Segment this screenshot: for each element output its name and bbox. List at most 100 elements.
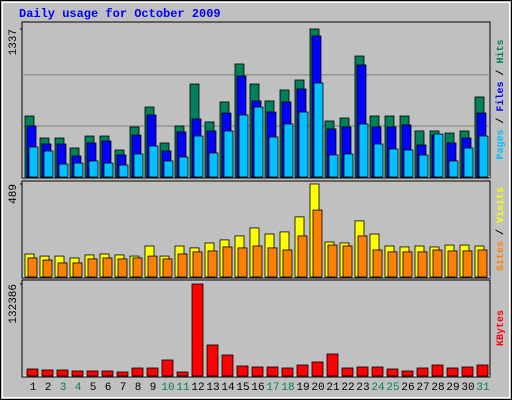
bar: [328, 154, 339, 178]
bar: [326, 353, 339, 377]
bar: [342, 245, 353, 278]
bar: [266, 366, 279, 377]
bar: [401, 370, 414, 377]
x-tick-label: 28: [431, 382, 444, 394]
bar: [236, 365, 249, 377]
bar: [418, 154, 429, 178]
bar: [237, 247, 248, 278]
bar: [283, 123, 294, 178]
x-tick-label: 6: [105, 382, 112, 394]
bar: [281, 367, 294, 377]
bar: [176, 371, 189, 377]
legend-label: Files: [495, 81, 507, 111]
x-tick-label: 25: [386, 382, 399, 394]
bar: [26, 368, 39, 377]
bar: [371, 366, 384, 377]
bar: [252, 245, 263, 278]
bar: [267, 247, 278, 278]
bar: [163, 160, 174, 178]
x-tick-label: 16: [251, 382, 264, 394]
bar: [88, 160, 99, 178]
x-tick-label: 3: [60, 382, 67, 394]
legend-separator: /: [495, 223, 507, 241]
bar: [416, 367, 429, 377]
bar: [311, 361, 324, 377]
bar: [327, 244, 338, 278]
x-tick-label: 26: [401, 382, 414, 394]
bar: [431, 364, 444, 377]
bar: [57, 262, 68, 278]
x-tick-label: 24: [371, 382, 385, 394]
bar: [403, 149, 414, 178]
bar: [161, 359, 174, 377]
bar: [43, 150, 54, 178]
bar: [71, 370, 84, 377]
bar: [386, 368, 399, 377]
bar: [297, 235, 308, 278]
bar: [447, 250, 458, 278]
x-tick-label: 7: [120, 382, 127, 394]
bar: [268, 136, 279, 178]
x-tick-label: 9: [150, 382, 157, 394]
bar: [448, 160, 459, 178]
bar: [147, 255, 158, 278]
bar: [42, 259, 53, 278]
bar: [116, 371, 129, 377]
x-tick-label: 27: [416, 382, 429, 394]
legend-label: Visits: [495, 187, 507, 223]
bar: [223, 130, 234, 178]
legend-label: Pages: [496, 130, 507, 160]
bar: [446, 367, 459, 377]
bar: [463, 147, 474, 178]
bar: [461, 366, 474, 377]
bar: [402, 251, 413, 278]
chart-title: Daily usage for October 2009: [19, 7, 221, 21]
bar: [357, 235, 368, 278]
y-tick-label: 1337: [8, 29, 20, 55]
bar: [432, 249, 443, 278]
bar: [477, 249, 488, 278]
x-tick-label: 29: [446, 382, 459, 394]
bar: [312, 209, 323, 278]
bar: [356, 366, 369, 377]
legend: Sites / Visits: [495, 187, 507, 271]
bar: [148, 145, 159, 178]
bar: [462, 250, 473, 278]
bar: [313, 82, 324, 178]
legend: Pages / Files / Hits: [495, 39, 507, 159]
bar: [58, 163, 69, 178]
bar: [253, 106, 264, 178]
x-tick-label: 8: [135, 382, 142, 394]
x-tick-label: 13: [206, 382, 219, 394]
x-tick-label: 12: [191, 382, 204, 394]
bar: [56, 369, 69, 377]
legend-label: KBytes: [496, 310, 507, 346]
bar: [207, 250, 218, 278]
bar: [131, 367, 144, 377]
bar: [476, 364, 489, 377]
x-tick-label: 23: [356, 382, 369, 394]
x-tick-label: 18: [281, 382, 294, 394]
bar: [146, 367, 159, 377]
bar: [238, 114, 249, 178]
bar: [117, 258, 128, 278]
bar: [478, 135, 489, 178]
bar: [118, 164, 129, 178]
y-tick-label: 132386: [8, 284, 20, 324]
x-tick-label: 19: [296, 382, 309, 394]
bar: [193, 135, 204, 178]
bar: [41, 369, 54, 377]
x-tick-label: 5: [90, 382, 97, 394]
bar: [87, 258, 98, 278]
x-tick-label: 2: [45, 382, 52, 394]
bar: [343, 153, 354, 178]
legend: KBytes: [496, 310, 507, 346]
x-tick-label: 22: [341, 382, 354, 394]
bar: [28, 146, 39, 178]
bar: [387, 251, 398, 278]
bar: [373, 143, 384, 178]
bar: [282, 249, 293, 278]
bar: [221, 354, 234, 377]
bar: [101, 370, 114, 377]
